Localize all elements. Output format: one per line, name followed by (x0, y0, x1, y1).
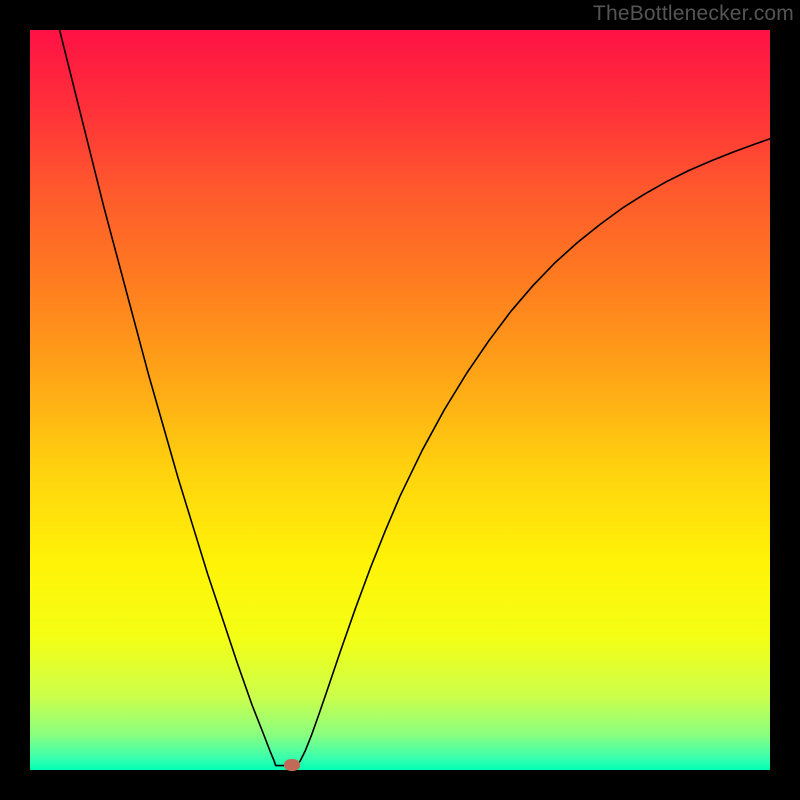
plot-area (30, 30, 770, 770)
watermark-text: TheBottlenecker.com (593, 2, 794, 26)
min-marker-dot (284, 759, 300, 771)
curve-layer (30, 30, 770, 770)
chart-container: TheBottlenecker.com (0, 0, 800, 800)
bottleneck-curve (60, 30, 770, 766)
